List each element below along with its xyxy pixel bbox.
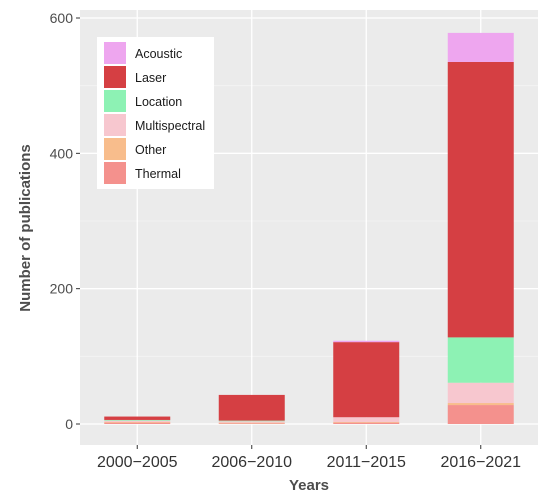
bar-segment xyxy=(447,32,514,62)
legend-swatch xyxy=(104,138,126,160)
y-axis: 0 200 400 600 xyxy=(50,10,80,432)
bar-segment xyxy=(104,421,171,423)
legend: Acoustic Laser Location Multispectral Other T… xyxy=(97,37,214,189)
legend-swatch xyxy=(104,114,126,136)
bar-segment xyxy=(333,422,400,424)
bar-segment xyxy=(447,382,514,404)
bar-segment xyxy=(218,422,285,424)
bar-segment xyxy=(447,405,514,424)
bar-segment xyxy=(104,422,171,424)
bar-segment xyxy=(333,417,400,422)
bars xyxy=(104,32,514,424)
bar-segment xyxy=(333,342,400,418)
x-tick-label: 2000−2005 xyxy=(97,454,178,471)
y-axis-title: Number of publications xyxy=(17,144,34,312)
legend-swatch xyxy=(104,90,126,112)
bar-segment xyxy=(333,340,400,343)
x-tick-label: 2016−2021 xyxy=(440,454,521,471)
legend-label: Location xyxy=(135,95,182,109)
legend-label: Acoustic xyxy=(135,47,182,61)
y-tick-label: 0 xyxy=(65,416,73,432)
x-tick-label: 2011−2015 xyxy=(327,454,406,471)
legend-label: Thermal xyxy=(135,167,181,181)
bar-segment xyxy=(104,420,171,422)
bar-segment xyxy=(447,61,514,338)
bar-segment xyxy=(218,394,285,421)
bar-segment xyxy=(447,403,514,406)
legend-label: Laser xyxy=(135,71,166,85)
bar-segment xyxy=(104,416,171,420)
y-tick-label: 400 xyxy=(50,145,74,161)
legend-swatch xyxy=(104,66,126,88)
bar-segment xyxy=(447,337,514,383)
y-tick-label: 200 xyxy=(50,281,74,297)
y-tick-label: 600 xyxy=(50,10,74,26)
bar-segment xyxy=(218,423,285,424)
x-tick-label: 2006−2010 xyxy=(211,454,292,471)
legend-label: Multispectral xyxy=(135,119,205,133)
bar-segment xyxy=(104,419,171,421)
x-axis-title: Years xyxy=(289,477,329,494)
bar-segment xyxy=(333,421,400,423)
bar-segment xyxy=(218,420,285,422)
legend-swatch xyxy=(104,42,126,64)
legend-swatch xyxy=(104,162,126,184)
legend-label: Other xyxy=(135,143,166,157)
x-axis: 2000−2005 2006−2010 2011−2015 2016−2021 xyxy=(97,445,521,471)
bar-segment xyxy=(218,421,285,423)
